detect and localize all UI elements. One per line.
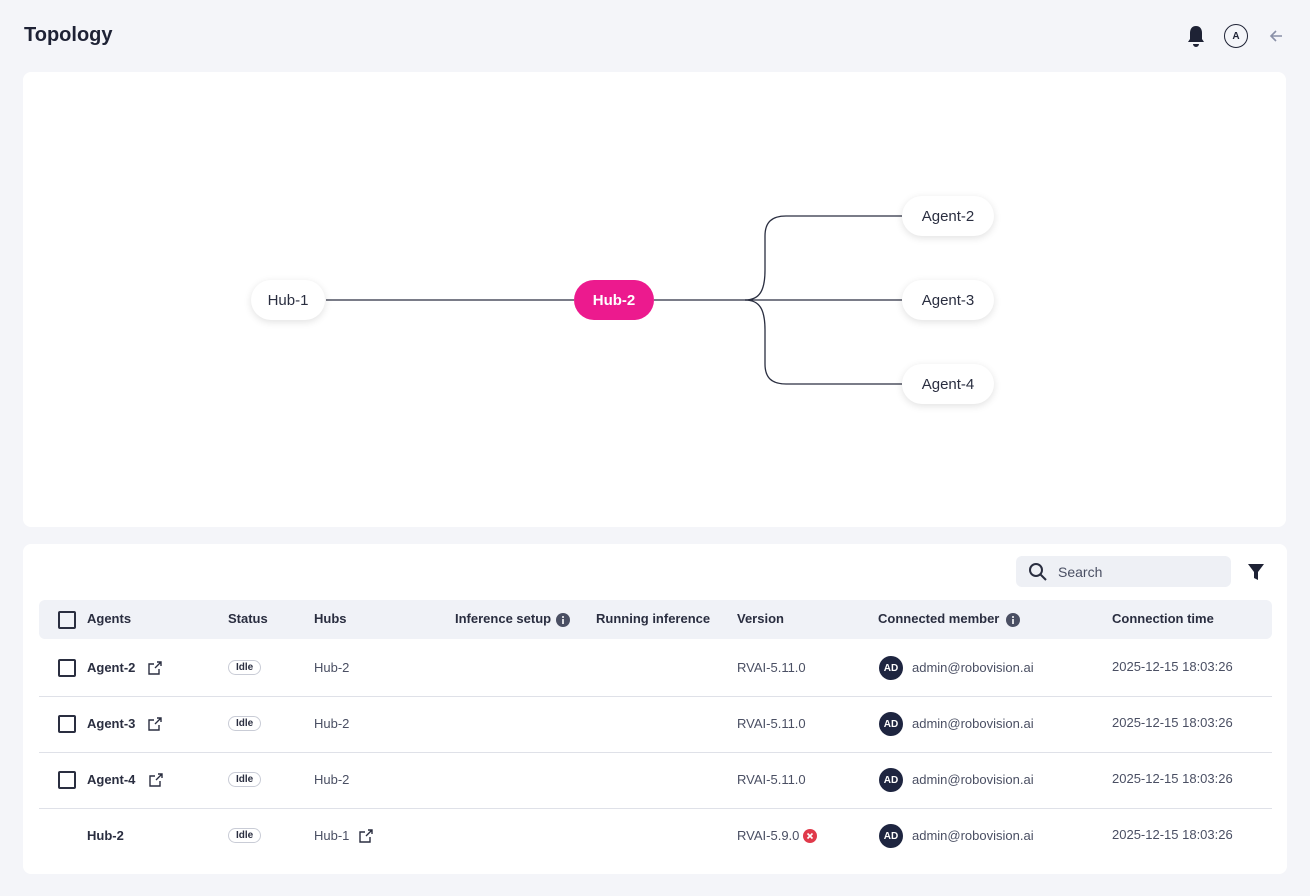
page-title: Topology: [24, 24, 113, 46]
topology-node[interactable]: Hub-1: [251, 280, 325, 320]
search-box[interactable]: Search: [1016, 556, 1231, 587]
filter-icon[interactable]: [1247, 563, 1265, 581]
member-avatar: AD: [879, 656, 903, 680]
status-badge: Idle: [228, 660, 262, 675]
column-header: Connected member: [878, 611, 1000, 626]
member-avatar: AD: [879, 768, 903, 792]
error-icon[interactable]: [803, 829, 817, 843]
topology-node[interactable]: Agent-4: [902, 364, 994, 404]
bell-icon[interactable]: [1184, 24, 1208, 50]
topology-node[interactable]: Hub-2: [574, 280, 654, 320]
member-email: admin@robovision.ai: [912, 828, 1034, 843]
table-card: [23, 544, 1287, 874]
agent-name[interactable]: Agent-3: [87, 716, 136, 731]
column-header: Version: [737, 611, 784, 626]
column-header: Inference setup: [455, 611, 552, 626]
checkbox[interactable]: [58, 611, 76, 629]
back-icon[interactable]: [1268, 28, 1284, 44]
user-avatar[interactable]: A: [1224, 24, 1248, 48]
agent-name[interactable]: Agent-2: [87, 660, 136, 675]
row-separator: [39, 696, 1272, 697]
member-email: admin@robovision.ai: [912, 772, 1034, 787]
checkbox[interactable]: [58, 659, 76, 677]
hub-name[interactable]: Hub-2: [314, 772, 350, 787]
hub-name[interactable]: Hub-1: [314, 828, 350, 843]
topology-node[interactable]: Agent-2: [902, 196, 994, 236]
external-link-icon[interactable]: [148, 717, 162, 731]
checkbox[interactable]: [58, 715, 76, 733]
table-header: [39, 600, 1272, 639]
member-email: admin@robovision.ai: [912, 660, 1034, 675]
connection-time: 2025-12-15 18:03:26: [1112, 715, 1233, 730]
column-header: Hubs: [314, 611, 347, 626]
hub-name[interactable]: Hub-2: [314, 660, 350, 675]
search-placeholder: Search: [1058, 564, 1103, 580]
row-separator: [39, 808, 1272, 809]
external-link-icon[interactable]: [359, 829, 373, 843]
column-header: Status: [228, 611, 268, 626]
hub-name[interactable]: Hub-2: [314, 716, 350, 731]
external-link-icon[interactable]: [148, 661, 162, 675]
row-separator: [39, 752, 1272, 753]
member-avatar: AD: [879, 824, 903, 848]
info-icon[interactable]: [556, 613, 570, 627]
status-badge: Idle: [228, 828, 262, 843]
version: RVAI-5.11.0: [737, 716, 806, 731]
agent-name[interactable]: Hub-2: [87, 828, 124, 843]
search-icon: [1029, 563, 1047, 581]
external-link-icon[interactable]: [149, 773, 163, 787]
member-email: admin@robovision.ai: [912, 716, 1034, 731]
connection-time: 2025-12-15 18:03:26: [1112, 827, 1233, 842]
checkbox[interactable]: [58, 771, 76, 789]
column-header: Connection time: [1112, 611, 1214, 626]
member-avatar: AD: [879, 712, 903, 736]
topology-node[interactable]: Agent-3: [902, 280, 994, 320]
connection-time: 2025-12-15 18:03:26: [1112, 771, 1233, 786]
info-icon[interactable]: [1006, 613, 1020, 627]
version: RVAI-5.11.0: [737, 772, 806, 787]
agent-name[interactable]: Agent-4: [87, 772, 136, 787]
status-badge: Idle: [228, 772, 262, 787]
status-badge: Idle: [228, 716, 262, 731]
column-header: Agents: [87, 611, 132, 626]
column-header: Running inference: [596, 611, 711, 626]
version: RVAI-5.11.0: [737, 660, 806, 675]
version: RVAI-5.9.0: [737, 828, 800, 843]
connection-time: 2025-12-15 18:03:26: [1112, 659, 1233, 674]
